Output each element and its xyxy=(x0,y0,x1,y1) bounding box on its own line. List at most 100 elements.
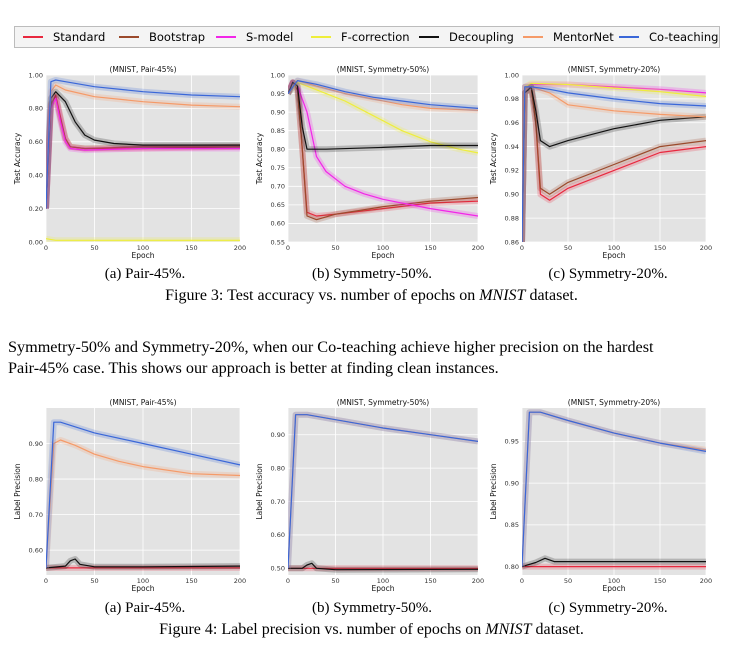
series-line-decoupling xyxy=(522,557,706,568)
y-tick-label: 0.80 xyxy=(29,475,43,483)
fig3-subcaption-c: (c) Symmetry-20%. xyxy=(548,266,668,282)
y-axis-label: Test Accuracy xyxy=(489,132,498,185)
y-tick-label: 0.65 xyxy=(271,201,285,209)
chart-title: (MNIST, Symmetry-20%) xyxy=(568,65,660,74)
legend-swatch-f-correction xyxy=(311,36,331,38)
y-tick-label: 0.85 xyxy=(271,127,285,135)
y-tick-label: 0.86 xyxy=(505,238,519,246)
y-tick-label: 1.00 xyxy=(505,71,519,79)
y-tick-label: 0.70 xyxy=(271,183,285,191)
series-group xyxy=(46,77,240,242)
figure4-caption: Figure 4: Label precision vs. number of … xyxy=(0,621,743,639)
figure3-caption-prefix: Figure 3: Test accuracy vs. number of ep… xyxy=(165,287,480,304)
fig3-subcaption-b: (b) Symmetry-50%. xyxy=(312,266,432,282)
series-line-f-correction xyxy=(288,81,478,154)
y-tick-label: 0.90 xyxy=(29,440,43,448)
legend-label-bootstrap: Bootstrap xyxy=(149,30,206,44)
x-axis-label: Epoch xyxy=(603,584,626,593)
figure3-caption: Figure 3: Test accuracy vs. number of ep… xyxy=(0,287,743,305)
legend-item-co-teaching: Co-teaching xyxy=(619,30,718,44)
x-tick-label: 150 xyxy=(424,244,436,252)
y-tick-label: 0.98 xyxy=(505,95,519,103)
legend-label-mentornet: MentorNet xyxy=(553,30,614,44)
y-tick-label: 0.92 xyxy=(505,167,519,175)
legend-item-mentornet: MentorNet xyxy=(523,30,614,44)
legend-label-standard: Standard xyxy=(53,30,106,44)
y-tick-label: 0.90 xyxy=(505,191,519,199)
chart-fig3-sym20: 0 50 100 150 200 0.86 0.88 0.90 0.92 0.94 0.96 0.98… xyxy=(489,65,712,260)
y-tick-label: 0.90 xyxy=(271,431,285,439)
y-axis-label: Label Precision xyxy=(13,463,22,519)
y-tick-label: 0.80 xyxy=(505,563,519,571)
y-tick-label: 1.00 xyxy=(271,71,285,79)
y-tick-label: 0.75 xyxy=(271,164,285,172)
legend-item-decoupling: Decoupling xyxy=(419,30,514,44)
x-axis-label: Epoch xyxy=(132,584,155,593)
chart-fig4-pair45: 0 50 100 150 200 0.60 0.70 0.80 0.90 (MNIST, Pair… xyxy=(13,398,246,593)
series-line-mentornet xyxy=(46,84,240,209)
x-tick-label: 50 xyxy=(90,244,98,252)
y-tick-label: 0.95 xyxy=(505,438,519,446)
x-axis-label: Epoch xyxy=(372,584,395,593)
figure3-caption-dataset: MNIST xyxy=(479,287,526,304)
x-tick-label: 200 xyxy=(472,244,484,252)
x-tick-label: 0 xyxy=(520,244,524,252)
series-line-decoupling xyxy=(522,86,706,242)
legend-swatch-co-teaching xyxy=(619,36,639,38)
y-tick-label: 0.88 xyxy=(505,214,519,222)
figure4-caption-suffix: dataset. xyxy=(531,621,584,638)
y-axis-label: Label Precision xyxy=(255,463,264,519)
legend-swatch-standard xyxy=(23,36,43,38)
y-tick-label: 0.70 xyxy=(29,511,43,519)
series-line-co-teaching xyxy=(522,411,706,567)
body-paragraph-line-1: Symmetry-50% and Symmetry-20%, when our … xyxy=(8,338,654,356)
y-tick-label: 0.80 xyxy=(271,464,285,472)
y-tick-label: 0.80 xyxy=(29,105,43,113)
x-tick-label: 150 xyxy=(185,244,197,252)
x-tick-label: 0 xyxy=(44,577,48,585)
y-tick-label: 0.95 xyxy=(271,90,285,98)
y-tick-label: 0.60 xyxy=(29,138,43,146)
series-group xyxy=(288,411,478,573)
legend-swatch-bootstrap xyxy=(119,36,139,38)
x-tick-label: 100 xyxy=(608,244,620,252)
y-tick-label: 0.60 xyxy=(271,220,285,228)
y-tick-label: 0.96 xyxy=(505,119,519,127)
fig4-subcaption-c: (c) Symmetry-20%. xyxy=(548,600,668,616)
y-tick-label: 0.90 xyxy=(271,108,285,116)
x-tick-label: 50 xyxy=(564,244,572,252)
series-line-decoupling xyxy=(46,558,240,569)
y-tick-label: 0.90 xyxy=(505,479,519,487)
series-line-co-teaching xyxy=(522,86,706,242)
legend-label-decoupling: Decoupling xyxy=(449,30,514,44)
chart-fig3-pair45: 0 50 100 150 200 0.00 0.20 0.40 0.60 0.80 1.00 (MNI… xyxy=(13,65,246,260)
fig4-subcaption-a: (a) Pair-45%. xyxy=(104,600,186,616)
y-tick-label: 0.40 xyxy=(29,172,43,180)
x-axis-label: Epoch xyxy=(132,251,155,260)
x-tick-label: 100 xyxy=(377,244,389,252)
x-tick-label: 0 xyxy=(286,244,290,252)
fig3-subcaption-a: (a) Pair-45%. xyxy=(104,266,186,282)
y-axis-label: Test Accuracy xyxy=(255,132,264,185)
x-tick-label: 200 xyxy=(700,577,712,585)
legend-swatch-s-model xyxy=(216,36,236,38)
legend-swatch-mentornet xyxy=(523,36,543,38)
series-line-co-teaching xyxy=(288,414,478,569)
x-tick-label: 50 xyxy=(331,577,339,585)
y-tick-label: 0.85 xyxy=(505,521,519,529)
x-tick-label: 200 xyxy=(234,577,246,585)
x-tick-label: 0 xyxy=(286,577,290,585)
chart-fig4-sym20: 0 50 100 150 200 0.80 0.85 0.90 0.95 (MNIST, Symm… xyxy=(489,398,712,593)
legend-label-f-correction: F-correction xyxy=(341,30,410,44)
series-line-decoupling xyxy=(46,91,240,209)
y-tick-label: 0.00 xyxy=(29,238,43,246)
series-line-co-teaching xyxy=(46,421,240,568)
chart-title: (MNIST, Pair-45%) xyxy=(109,65,176,74)
y-tick-label: 1.00 xyxy=(29,71,43,79)
body-paragraph: Symmetry-50% and Symmetry-20%, when our … xyxy=(8,337,743,379)
series-line-co-teaching xyxy=(288,80,478,109)
x-tick-label: 100 xyxy=(137,577,149,585)
series-group xyxy=(46,419,240,571)
y-axis-label: Label Precision xyxy=(489,463,498,519)
figure-legend: Standard Bootstrap S-model F-correction … xyxy=(14,26,720,48)
